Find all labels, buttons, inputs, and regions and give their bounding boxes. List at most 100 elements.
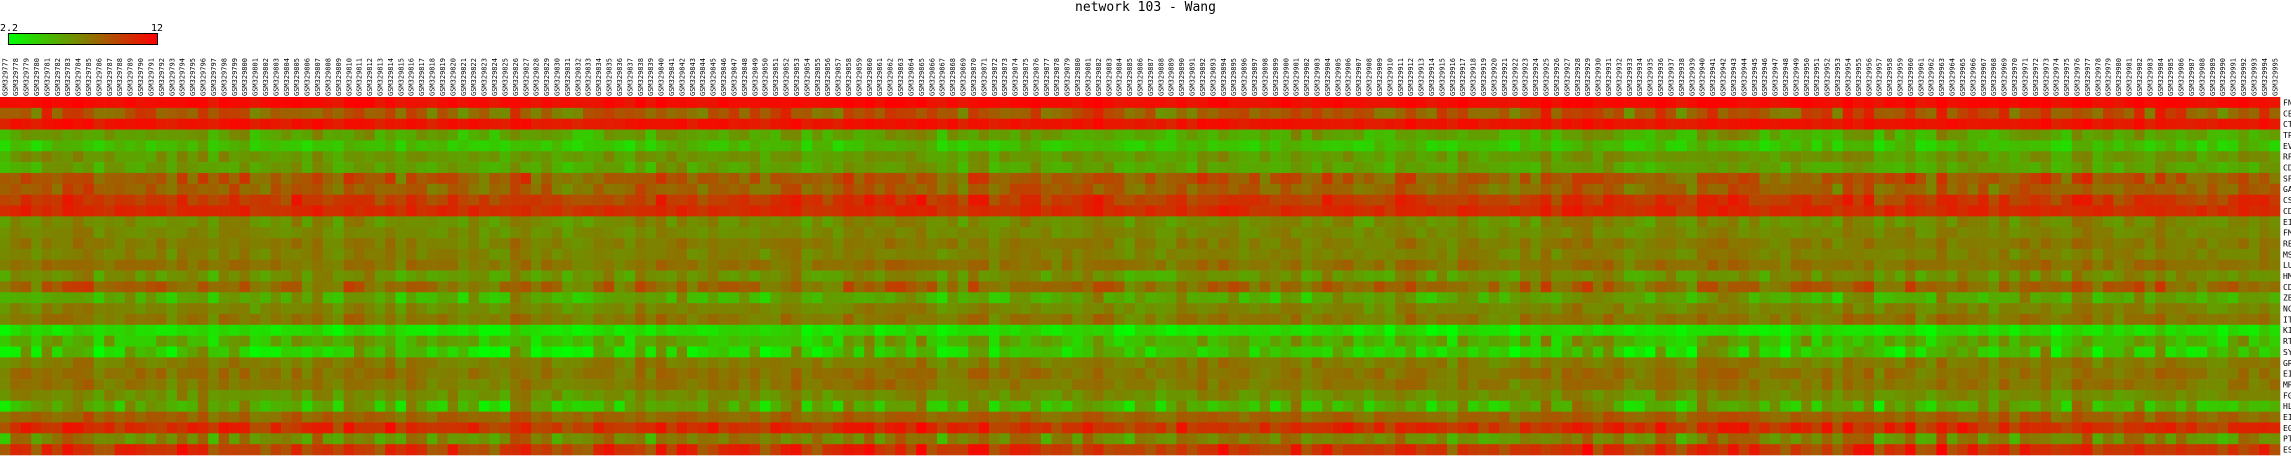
heatmap-cell xyxy=(437,292,448,304)
heatmap-cell xyxy=(1322,183,1333,195)
heatmap-cell xyxy=(562,129,573,141)
heatmap-cell xyxy=(1176,238,1188,250)
heatmap-cell xyxy=(1728,183,1739,195)
heatmap-cell xyxy=(1457,107,1469,119)
heatmap-cell xyxy=(333,259,344,271)
heatmap-cell xyxy=(1353,107,1365,119)
heatmap-cell xyxy=(1166,97,1177,109)
heatmap-cell xyxy=(655,270,667,282)
heatmap-cell xyxy=(655,238,667,250)
heatmap-cell xyxy=(176,227,188,239)
heatmap-cell xyxy=(1894,205,1906,217)
heatmap-cell xyxy=(270,107,282,119)
heatmap-cell xyxy=(791,216,802,228)
heatmap-cell xyxy=(1134,183,1146,195)
heatmap-cell xyxy=(1957,162,1968,174)
heatmap-cell xyxy=(2082,281,2093,293)
heatmap-cell xyxy=(187,292,199,304)
heatmap-cell xyxy=(2082,324,2093,336)
heatmap-cell xyxy=(1780,270,1791,282)
heatmap-cell xyxy=(1343,194,1354,206)
heatmap-cell xyxy=(1363,107,1375,119)
heatmap-cell xyxy=(41,151,53,163)
heatmap-cell xyxy=(916,118,927,130)
heatmap-cell xyxy=(468,270,480,282)
heatmap-cell xyxy=(1009,216,1021,228)
heatmap-cell xyxy=(2103,162,2114,174)
heatmap-cell xyxy=(1873,313,1885,326)
heatmap-cell xyxy=(1405,205,1417,217)
heatmap-cell xyxy=(1103,270,1115,282)
heatmap-cell xyxy=(1603,335,1614,347)
heatmap-cell xyxy=(1634,292,1646,304)
heatmap-cell xyxy=(1447,205,1458,217)
heatmap-cell xyxy=(1644,292,1656,304)
heatmap-cell xyxy=(1780,205,1791,217)
heatmap-cell xyxy=(1322,151,1333,163)
heatmap-cell xyxy=(812,140,823,152)
heatmap-cell xyxy=(229,205,240,217)
heatmap-cell xyxy=(447,183,459,195)
heatmap-cell xyxy=(1041,118,1052,130)
heatmap-cell xyxy=(1415,216,1427,228)
heatmap-cell xyxy=(1426,205,1438,217)
heatmap-cell xyxy=(20,259,32,271)
heatmap-cell xyxy=(2248,216,2260,228)
heatmap-cell xyxy=(353,303,365,315)
heatmap-cell xyxy=(624,172,636,185)
heatmap-cell xyxy=(2134,107,2145,119)
heatmap-cell xyxy=(406,129,417,141)
heatmap-cell xyxy=(499,292,511,304)
heatmap-cell xyxy=(1103,194,1115,206)
heatmap-cell xyxy=(1395,172,1406,185)
heatmap-cell xyxy=(62,248,74,261)
heatmap-cell xyxy=(1082,335,1094,347)
heatmap-cell xyxy=(1978,205,1989,217)
heatmap-cell xyxy=(249,238,261,250)
heatmap-cell xyxy=(645,313,657,326)
heatmap-cell xyxy=(104,303,115,315)
heatmap-cell xyxy=(1853,162,1864,174)
heatmap-cell xyxy=(1676,313,1687,326)
heatmap-cell xyxy=(1592,259,1604,271)
heatmap-cell xyxy=(1863,194,1875,206)
heatmap-cell xyxy=(1957,205,1968,217)
heatmap-cell xyxy=(1582,259,1594,271)
heatmap-cell xyxy=(562,303,573,315)
heatmap-cell xyxy=(2019,183,2031,195)
heatmap-cell xyxy=(707,118,719,130)
heatmap-cell xyxy=(385,118,396,130)
heatmap-cell xyxy=(1082,183,1094,195)
heatmap-cell xyxy=(1415,97,1427,109)
heatmap-cell xyxy=(1353,129,1365,141)
heatmap-cell xyxy=(197,313,209,326)
heatmap-cell xyxy=(1926,292,1937,304)
heatmap-cell xyxy=(739,183,750,195)
heatmap-cell xyxy=(2248,313,2260,326)
heatmap-cell xyxy=(1665,97,1677,109)
heatmap-cell xyxy=(353,238,365,250)
heatmap-cell xyxy=(812,335,823,347)
heatmap-cell xyxy=(1582,270,1594,282)
heatmap-cell xyxy=(2269,140,2281,152)
heatmap-cell xyxy=(2040,118,2052,130)
heatmap-cell xyxy=(2207,172,2218,185)
heatmap-cell xyxy=(1811,183,1823,195)
heatmap-cell xyxy=(301,172,313,185)
heatmap-cell xyxy=(41,324,53,336)
heatmap-cell xyxy=(1592,194,1604,206)
heatmap-cell xyxy=(1103,107,1115,119)
heatmap-cell xyxy=(437,313,448,326)
heatmap-cell xyxy=(2092,118,2104,130)
heatmap-cell xyxy=(1467,238,1479,250)
heatmap-cell xyxy=(1457,183,1469,195)
heatmap-cell xyxy=(2259,227,2270,239)
heatmap-cell xyxy=(999,335,1011,347)
heatmap-cell xyxy=(2196,227,2208,239)
heatmap-cell xyxy=(364,324,376,336)
heatmap-cell xyxy=(2196,194,2208,206)
heatmap-cell xyxy=(1707,238,1719,250)
heatmap-cell xyxy=(1467,216,1479,228)
heatmap-cell xyxy=(2259,97,2270,109)
heatmap-cell xyxy=(2227,151,2239,163)
